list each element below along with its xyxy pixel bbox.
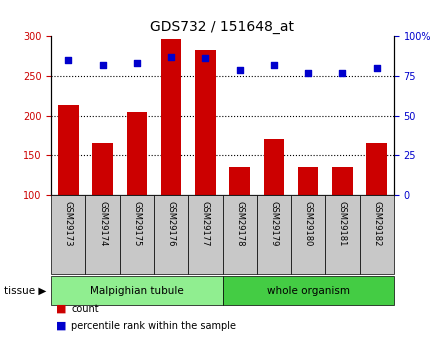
Bar — [188, 195, 222, 274]
Text: whole organism: whole organism — [267, 286, 350, 296]
Text: GSM29175: GSM29175 — [132, 201, 142, 247]
Point — [99, 62, 106, 68]
Bar — [291, 195, 325, 274]
Bar — [332, 167, 353, 195]
Text: GSM29180: GSM29180 — [303, 201, 313, 247]
Point — [339, 70, 346, 76]
Bar — [120, 195, 154, 274]
Bar — [85, 195, 120, 274]
Text: GSM29178: GSM29178 — [235, 201, 244, 247]
Text: GSM29177: GSM29177 — [201, 201, 210, 247]
Bar — [92, 144, 113, 195]
Bar — [298, 167, 319, 195]
Bar — [58, 105, 79, 195]
Bar — [222, 276, 394, 305]
Bar — [229, 167, 250, 195]
Point — [168, 54, 175, 60]
Bar — [360, 195, 394, 274]
Text: tissue ▶: tissue ▶ — [4, 286, 47, 296]
Text: Malpighian tubule: Malpighian tubule — [90, 286, 184, 296]
Text: ■: ■ — [56, 321, 66, 331]
Text: GSM29182: GSM29182 — [372, 201, 381, 247]
Bar — [325, 195, 360, 274]
Bar — [51, 195, 85, 274]
Point — [236, 67, 243, 72]
Text: GSM29174: GSM29174 — [98, 201, 107, 247]
Point — [65, 57, 72, 63]
Point — [373, 65, 380, 71]
Bar — [126, 112, 147, 195]
Bar — [195, 50, 216, 195]
Bar — [257, 195, 291, 274]
Title: GDS732 / 151648_at: GDS732 / 151648_at — [150, 20, 295, 34]
Point — [134, 60, 141, 66]
Bar — [222, 195, 257, 274]
Bar — [366, 144, 387, 195]
Text: ■: ■ — [56, 304, 66, 314]
Point — [202, 56, 209, 61]
Bar — [51, 276, 223, 305]
Text: GSM29179: GSM29179 — [269, 201, 279, 247]
Text: percentile rank within the sample: percentile rank within the sample — [71, 321, 236, 331]
Point — [271, 62, 278, 68]
Text: GSM29181: GSM29181 — [338, 201, 347, 247]
Text: GSM29173: GSM29173 — [64, 201, 73, 247]
Bar — [263, 139, 284, 195]
Bar — [154, 195, 188, 274]
Point — [305, 70, 312, 76]
Bar — [161, 39, 182, 195]
Text: count: count — [71, 304, 99, 314]
Text: GSM29176: GSM29176 — [166, 201, 176, 247]
